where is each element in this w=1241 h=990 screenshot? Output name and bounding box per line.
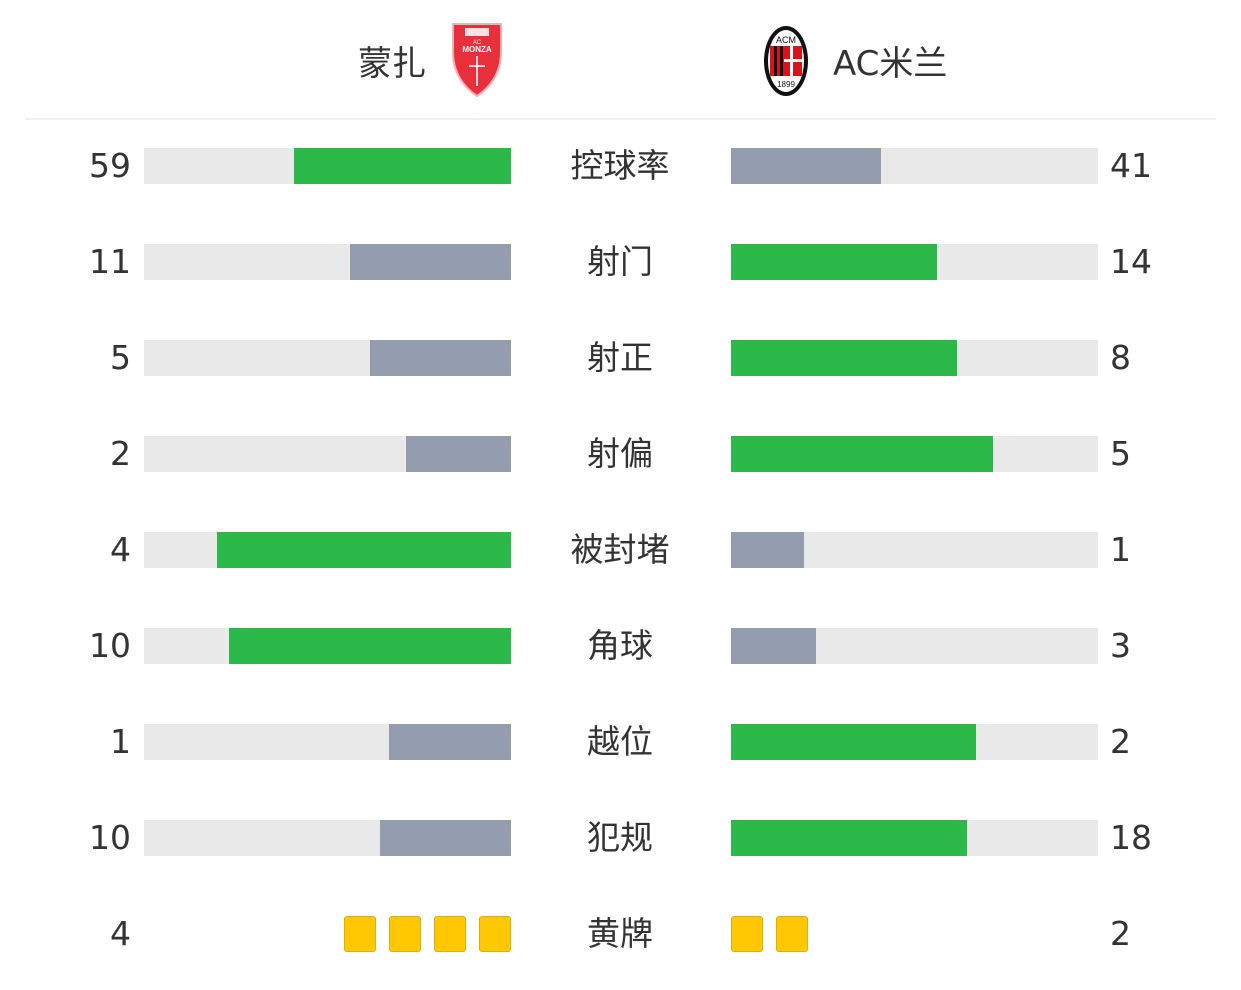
stat-label: 射门 — [587, 242, 653, 281]
away-bar-track — [731, 724, 1098, 760]
away-bar-fill — [731, 532, 805, 568]
monza-logo-icon: AC MONZA — [452, 23, 502, 98]
stat-row: 11 射门 14 — [0, 242, 1241, 282]
yellow-cards-row: 4 黄牌 2 — [0, 914, 1241, 954]
home-bar-track — [144, 436, 511, 472]
home-value: 59 — [89, 146, 131, 185]
ac-milan-logo-icon: ACM 1899 — [764, 26, 808, 96]
away-bar-fill — [731, 244, 937, 280]
home-bar-fill — [388, 724, 511, 760]
away-value: 8 — [1110, 338, 1131, 377]
stat-row: 59 控球率 41 — [0, 146, 1241, 186]
stat-row: 1 越位 2 — [0, 722, 1241, 762]
away-bar-fill — [731, 340, 957, 376]
home-bar-fill — [379, 820, 511, 856]
yellow-card-icon — [434, 916, 466, 952]
away-bar-fill — [731, 820, 967, 856]
away-bar-track — [731, 628, 1098, 664]
svg-text:MONZA: MONZA — [462, 45, 492, 54]
stat-label: 黄牌 — [587, 914, 653, 953]
yellow-card-icon — [479, 916, 511, 952]
stat-row: 10 角球 3 — [0, 626, 1241, 666]
stat-row: 2 射偏 5 — [0, 434, 1241, 474]
home-value: 10 — [89, 626, 131, 665]
stat-label: 射正 — [587, 338, 653, 377]
home-bar-track — [144, 532, 511, 568]
away-bar-fill — [731, 628, 816, 664]
home-bar-fill — [228, 628, 511, 664]
home-bar-fill — [369, 340, 511, 376]
away-value: 14 — [1110, 242, 1152, 281]
home-bar-track — [144, 820, 511, 856]
home-value: 5 — [110, 338, 131, 377]
home-value: 11 — [89, 242, 131, 281]
header-divider — [25, 118, 1216, 120]
home-bar-fill — [406, 436, 511, 472]
home-team-name[interactable]: 蒙扎 — [358, 43, 426, 84]
stat-label: 越位 — [587, 722, 653, 761]
away-bar-fill — [731, 724, 976, 760]
away-bar-fill — [731, 436, 994, 472]
stat-label: 角球 — [587, 626, 653, 665]
home-bar-fill — [217, 532, 511, 568]
yellow-card-icon — [389, 916, 421, 952]
home-value: 4 — [110, 530, 131, 569]
home-bar-track — [144, 148, 511, 184]
stat-label: 射偏 — [587, 434, 653, 473]
away-value: 5 — [1110, 434, 1131, 473]
away-value: 2 — [1110, 722, 1131, 761]
stat-label: 被封堵 — [570, 530, 670, 569]
home-bar-track — [144, 340, 511, 376]
stat-label: 犯规 — [587, 818, 653, 857]
stat-row: 10 犯规 18 — [0, 818, 1241, 858]
away-team-name[interactable]: AC米兰 — [833, 43, 948, 84]
svg-text:AC: AC — [473, 40, 482, 46]
stat-row: 5 射正 8 — [0, 338, 1241, 378]
home-value: 4 — [110, 914, 131, 953]
away-bar-track — [731, 244, 1098, 280]
away-bar-track — [731, 820, 1098, 856]
home-value: 10 — [89, 818, 131, 857]
away-bar-track — [731, 436, 1098, 472]
away-value: 41 — [1110, 146, 1152, 185]
away-value: 18 — [1110, 818, 1152, 857]
yellow-card-icon — [776, 916, 808, 952]
home-bar-fill — [294, 148, 511, 184]
stat-label: 控球率 — [570, 146, 670, 185]
away-bar-track — [731, 148, 1098, 184]
yellow-card-icon — [344, 916, 376, 952]
yellow-card-icon — [731, 916, 763, 952]
away-value: 2 — [1110, 914, 1131, 953]
home-value: 2 — [110, 434, 131, 473]
stat-row: 4 被封堵 1 — [0, 530, 1241, 570]
home-value: 1 — [110, 722, 131, 761]
away-value: 3 — [1110, 626, 1131, 665]
home-bar-track — [144, 628, 511, 664]
home-bar-track — [144, 724, 511, 760]
home-bar-fill — [349, 244, 511, 280]
away-value: 1 — [1110, 530, 1131, 569]
away-bar-track — [731, 532, 1098, 568]
svg-text:1899: 1899 — [777, 80, 795, 89]
home-bar-track — [144, 244, 511, 280]
away-bar-fill — [731, 148, 882, 184]
away-bar-track — [731, 340, 1098, 376]
svg-text:ACM: ACM — [776, 35, 796, 45]
